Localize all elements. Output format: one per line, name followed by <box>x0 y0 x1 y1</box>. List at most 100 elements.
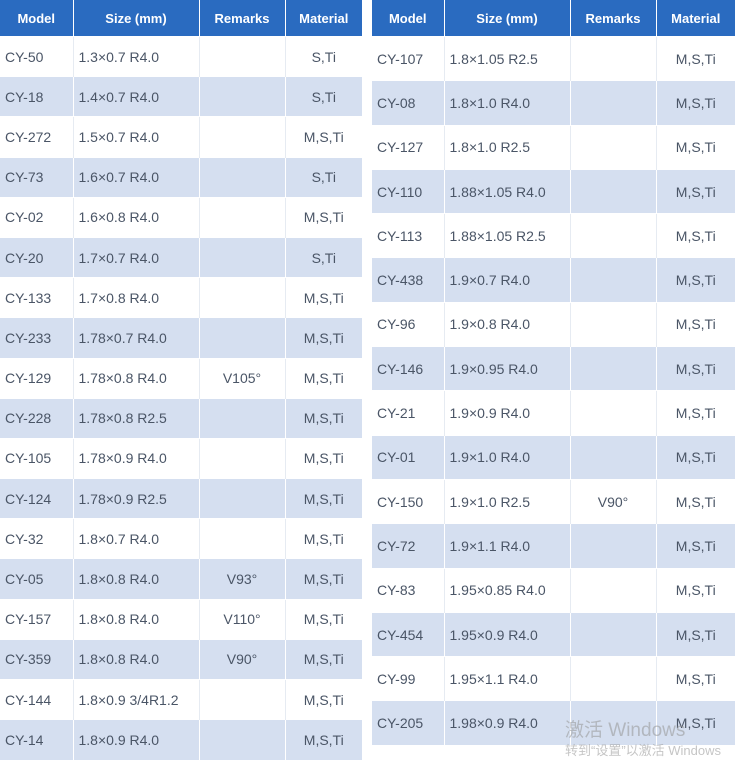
table-row: CY-01 1.9×1.0 R4.0 M,S,Ti <box>372 434 735 480</box>
table-row: CY-50 1.3×0.7 R4.0 S,Ti <box>0 35 362 77</box>
table-row: CY-110 1.88×1.05 R4.0 M,S,Ti <box>372 168 735 214</box>
cell-model: CY-129 <box>0 357 74 399</box>
table-row: CY-99 1.95×1.1 R4.0 M,S,Ti <box>372 656 735 701</box>
cell-size: 1.4×0.7 R4.0 <box>73 76 200 117</box>
cell-remarks <box>199 719 286 760</box>
cell-model: CY-73 <box>0 156 74 198</box>
cell-remarks <box>570 700 657 746</box>
cell-remarks <box>570 434 657 480</box>
header-remarks: Remarks <box>570 0 657 37</box>
table-row: CY-72 1.9×1.1 R4.0 M,S,Ti <box>372 523 735 569</box>
cell-model: CY-72 <box>372 523 445 569</box>
cell-material: M,S,Ti <box>285 317 362 358</box>
cell-material: M,S,Ti <box>656 434 735 480</box>
table-row: CY-438 1.9×0.7 R4.0 M,S,Ti <box>372 257 735 303</box>
cell-model: CY-32 <box>0 518 74 559</box>
cell-model: CY-83 <box>372 567 445 613</box>
cell-material: M,S,Ti <box>285 397 362 439</box>
cell-model: CY-107 <box>372 35 445 81</box>
cell-size: 1.88×1.05 R2.5 <box>444 213 571 258</box>
cell-remarks <box>570 346 657 391</box>
cell-model: CY-359 <box>0 638 74 680</box>
cell-material: M,S,Ti <box>656 213 735 258</box>
cell-material: M,S,Ti <box>285 116 362 158</box>
table-row: CY-146 1.9×0.95 R4.0 M,S,Ti <box>372 346 735 391</box>
cell-remarks <box>570 523 657 569</box>
table-row: CY-359 1.8×0.8 R4.0 V90° M,S,Ti <box>0 638 362 680</box>
cell-size: 1.7×0.7 R4.0 <box>73 236 200 278</box>
cell-remarks: V110° <box>199 598 286 640</box>
cell-model: CY-113 <box>372 213 445 258</box>
cell-model: CY-454 <box>372 611 445 657</box>
cell-size: 1.9×1.0 R2.5 <box>444 478 571 524</box>
cell-model: CY-205 <box>372 700 445 746</box>
table-row: CY-105 1.78×0.9 R4.0 M,S,Ti <box>0 437 362 479</box>
cell-model: CY-438 <box>372 257 445 303</box>
cell-model: CY-110 <box>372 168 445 214</box>
cell-remarks <box>570 567 657 613</box>
cell-material: M,S,Ti <box>656 80 735 126</box>
table-row: CY-272 1.5×0.7 R4.0 M,S,Ti <box>0 116 362 158</box>
cell-material: S,Ti <box>285 35 362 77</box>
cell-remarks <box>199 156 286 198</box>
cell-model: CY-157 <box>0 598 74 640</box>
cell-remarks <box>199 35 286 77</box>
table-row: CY-157 1.8×0.8 R4.0 V110° M,S,Ti <box>0 598 362 640</box>
table-row: CY-228 1.78×0.8 R2.5 M,S,Ti <box>0 397 362 439</box>
header-size: Size (mm) <box>444 0 571 37</box>
cell-size: 1.8×0.9 3/4R1.2 <box>73 678 200 720</box>
cell-size: 1.9×0.9 R4.0 <box>444 390 571 436</box>
table-row: CY-18 1.4×0.7 R4.0 S,Ti <box>0 76 362 117</box>
cell-size: 1.95×0.9 R4.0 <box>444 611 571 657</box>
cell-material: M,S,Ti <box>656 168 735 214</box>
cell-model: CY-146 <box>372 346 445 391</box>
cell-material: M,S,Ti <box>285 598 362 640</box>
cell-remarks: V93° <box>199 558 286 600</box>
cell-remarks <box>199 277 286 318</box>
header-material: Material <box>285 0 362 37</box>
cell-remarks <box>570 168 657 214</box>
cell-material: S,Ti <box>285 236 362 278</box>
cell-remarks <box>570 35 657 81</box>
table-row: CY-144 1.8×0.9 3/4R1.2 M,S,Ti <box>0 678 362 720</box>
cell-remarks <box>570 80 657 126</box>
cell-material: M,S,Ti <box>285 357 362 399</box>
cell-size: 1.9×1.1 R4.0 <box>444 523 571 569</box>
cell-remarks <box>570 301 657 347</box>
cell-size: 1.78×0.9 R4.0 <box>73 437 200 479</box>
cell-material: M,S,Ti <box>656 301 735 347</box>
cell-material: M,S,Ti <box>285 196 362 238</box>
cell-material: M,S,Ti <box>285 719 362 760</box>
table-row: CY-08 1.8×1.0 R4.0 M,S,Ti <box>372 80 735 126</box>
table-row: CY-150 1.9×1.0 R2.5 V90° M,S,Ti <box>372 478 735 524</box>
cell-remarks <box>199 518 286 559</box>
table-row: CY-127 1.8×1.0 R2.5 M,S,Ti <box>372 124 735 170</box>
product-table-left: Model Size (mm) Remarks Material CY-50 1.… <box>0 0 362 760</box>
cell-model: CY-124 <box>0 478 74 519</box>
cell-model: CY-99 <box>372 656 445 701</box>
cell-size: 1.98×0.9 R4.0 <box>444 700 571 746</box>
cell-material: M,S,Ti <box>285 478 362 519</box>
cell-material: S,Ti <box>285 156 362 198</box>
cell-size: 1.78×0.8 R4.0 <box>73 357 200 399</box>
table-row: CY-124 1.78×0.9 R2.5 M,S,Ti <box>0 478 362 519</box>
cell-size: 1.9×1.0 R4.0 <box>444 434 571 480</box>
cell-remarks <box>199 116 286 158</box>
cell-remarks <box>199 437 286 479</box>
cell-size: 1.8×0.8 R4.0 <box>73 558 200 600</box>
table-row: CY-83 1.95×0.85 R4.0 M,S,Ti <box>372 567 735 613</box>
table-row: CY-113 1.88×1.05 R2.5 M,S,Ti <box>372 213 735 258</box>
table-row: CY-32 1.8×0.7 R4.0 M,S,Ti <box>0 518 362 559</box>
cell-remarks <box>570 656 657 701</box>
cell-remarks: V90° <box>570 478 657 524</box>
cell-size: 1.7×0.8 R4.0 <box>73 277 200 318</box>
table-row: CY-21 1.9×0.9 R4.0 M,S,Ti <box>372 390 735 436</box>
cell-remarks <box>570 257 657 303</box>
table-row: CY-20 1.7×0.7 R4.0 S,Ti <box>0 236 362 278</box>
cell-size: 1.78×0.7 R4.0 <box>73 317 200 358</box>
cell-model: CY-18 <box>0 76 74 117</box>
cell-remarks <box>199 317 286 358</box>
cell-material: M,S,Ti <box>285 437 362 479</box>
cell-size: 1.78×0.9 R2.5 <box>73 478 200 519</box>
cell-size: 1.8×0.9 R4.0 <box>73 719 200 760</box>
